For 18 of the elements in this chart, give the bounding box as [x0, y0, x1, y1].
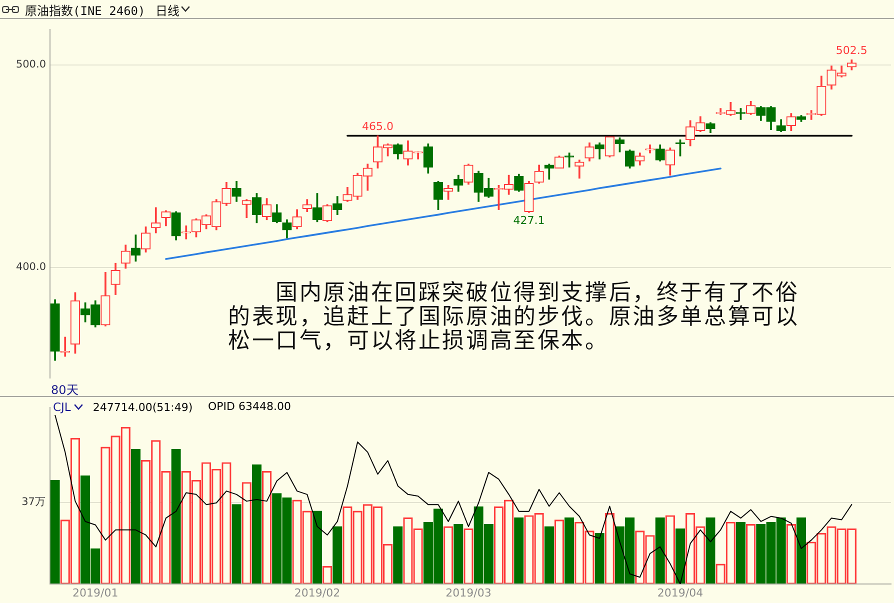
chart-title: CJL [53, 400, 71, 414]
x-tick-label: 2019/03 [446, 586, 492, 600]
annotation: 427.1 [513, 214, 545, 227]
y-tick-label: 500.0 [16, 58, 46, 71]
x-tick-label: 2019/04 [657, 586, 704, 600]
annotation: OPID 63448.00 [208, 400, 291, 413]
x-tick-label: 2019/02 [294, 586, 340, 600]
annotation: 502.5 [836, 44, 868, 58]
annotation: 国内原油在回踩突破位得到支撑后，终于有了不俗的表现，追赶上了国际原油的步伐。原油多单总算可以松一口气，可以将止损调高至保本。 [228, 281, 800, 354]
chart-subtitle: 日线 [155, 2, 180, 18]
candlestick [564, 152, 574, 168]
x-tick-label: 2019/01 [72, 586, 118, 600]
y-tick-label: 37万 [22, 496, 46, 508]
chart-title: 原油指数(INE 2460) [25, 2, 146, 18]
annotation: 247714.00(51:49) [92, 400, 193, 414]
annotation: 465.0 [362, 120, 394, 134]
text: 80天 [51, 382, 78, 397]
y-tick-label: 400.0 [16, 261, 46, 274]
